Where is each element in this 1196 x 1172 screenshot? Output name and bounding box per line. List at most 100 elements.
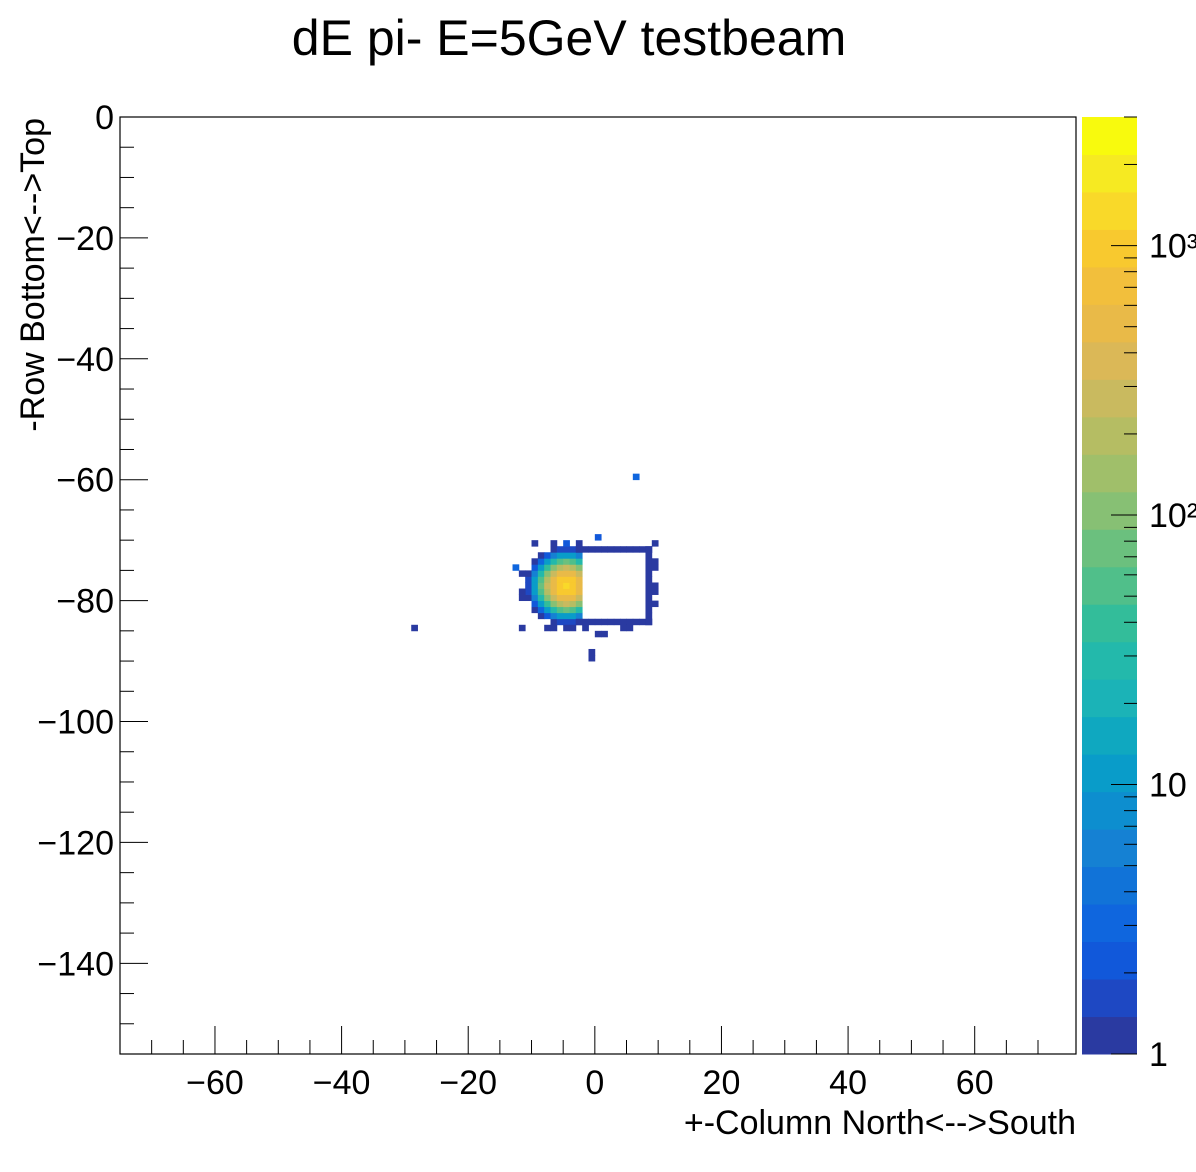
x-tick-label: 20 (703, 1064, 741, 1102)
y-tick-label: −80 (56, 583, 114, 621)
heatmap-cell (531, 600, 539, 608)
heatmap-cell (632, 473, 640, 481)
heatmap-cell (537, 606, 545, 614)
x-axis-title: +-Column North<-->South (684, 1104, 1076, 1142)
heatmap-cell (537, 582, 545, 589)
heatmap-cell (582, 618, 589, 626)
heatmap-cell (588, 546, 596, 553)
heatmap-cell (563, 570, 570, 577)
heatmap-cell (563, 576, 570, 583)
heatmap-cell (645, 546, 653, 553)
heatmap-cell (569, 624, 577, 632)
heatmap-cell (531, 588, 539, 595)
heatmap-cell (537, 612, 545, 620)
y-tick-label: −100 (37, 704, 114, 742)
heatmap-cell (550, 552, 558, 559)
x-tick-label: 60 (956, 1064, 994, 1102)
heatmap-cell (569, 576, 577, 583)
heatmap-cell (531, 594, 539, 602)
palette-label: 10 (1149, 767, 1187, 805)
heatmap-cell (556, 588, 564, 595)
heatmap-cell (588, 655, 596, 662)
heatmap-cell (601, 546, 608, 553)
heatmap-cell (639, 618, 646, 626)
heatmap-cell (525, 582, 532, 589)
palette-band (1082, 191, 1137, 230)
heatmap-cell (575, 582, 583, 589)
heatmap-cell (645, 594, 653, 602)
heatmap-cell (632, 546, 640, 553)
x-tick-label: 0 (585, 1064, 604, 1102)
heatmap-cell (575, 558, 583, 565)
heatmap-cell (411, 624, 418, 632)
heatmap-cell (544, 564, 551, 571)
heatmap-cell (563, 588, 570, 595)
heatmap-cell (569, 618, 577, 626)
chart-title: dE pi- E=5GeV testbeam (292, 10, 846, 66)
heatmap-cell (639, 546, 646, 553)
heatmap-cell (544, 624, 551, 632)
heatmap-cell (544, 594, 551, 602)
heatmap-cell (645, 564, 653, 571)
heatmap-cell (518, 570, 526, 577)
heatmap-cell (531, 558, 539, 565)
heatmap-cell (531, 564, 539, 571)
heatmap-cell (550, 564, 558, 571)
palette-label: 10³ (1149, 228, 1196, 266)
heatmap-cell (626, 624, 634, 632)
heatmap-cell (569, 600, 577, 608)
palette-band (1082, 641, 1137, 680)
heatmap-cell (563, 612, 570, 620)
heatmap-cell (537, 570, 545, 577)
heatmap-cell (569, 588, 577, 595)
heatmap-cell (575, 570, 583, 577)
palette-band (1082, 529, 1137, 568)
palette-band (1082, 604, 1137, 643)
heatmap-cell (550, 612, 558, 620)
heatmap-cell (556, 546, 564, 553)
y-tick-label: −120 (37, 824, 114, 862)
heatmap-cell (537, 600, 545, 608)
heatmap-cell (594, 618, 602, 626)
heatmap-cell (582, 624, 589, 632)
heatmap-cell (601, 630, 608, 638)
heatmap-cell (518, 588, 526, 595)
heatmap-cell (544, 600, 551, 608)
heatmap-cell (563, 558, 570, 565)
heatmap-cell (601, 618, 608, 626)
heatmap-cell (613, 618, 621, 626)
y-tick-label: 0 (95, 99, 114, 137)
heatmap-cell (594, 534, 602, 541)
heatmap-cell (645, 588, 653, 595)
heatmap-cell (632, 618, 640, 626)
heatmap-cell (575, 606, 583, 614)
palette-band (1082, 416, 1137, 455)
y-tick-label: −20 (56, 220, 114, 258)
palette-band (1082, 266, 1137, 305)
heatmap-cell (537, 552, 545, 559)
heatmap-cell (550, 618, 558, 626)
heatmap-cell (594, 546, 602, 553)
palette-band (1082, 716, 1137, 755)
heatmap-cell (556, 582, 564, 589)
heatmap-cell (550, 570, 558, 577)
heatmap-cell (575, 600, 583, 608)
heatmap-cell (607, 546, 615, 553)
palette-band (1082, 304, 1137, 343)
heatmap-cell (525, 576, 532, 583)
heatmap-cell (525, 570, 532, 577)
heatmap-cell (556, 570, 564, 577)
heatmap-cell (537, 594, 545, 602)
palette-label: 10² (1149, 497, 1196, 535)
color-scale: 1 10 10² 10³ (1082, 116, 1196, 1074)
heatmap-cell (620, 624, 627, 632)
heatmap-cell (588, 618, 596, 626)
heatmap-cell (575, 552, 583, 559)
heatmap-cell (575, 564, 583, 571)
heatmap-cell (569, 558, 577, 565)
y-axis: 0 −20 −40 −60 −80 −100 −120 −140 (37, 99, 148, 1025)
heatmap-cell (556, 612, 564, 620)
heatmap-cell (556, 564, 564, 571)
heatmap-cell (525, 588, 532, 595)
